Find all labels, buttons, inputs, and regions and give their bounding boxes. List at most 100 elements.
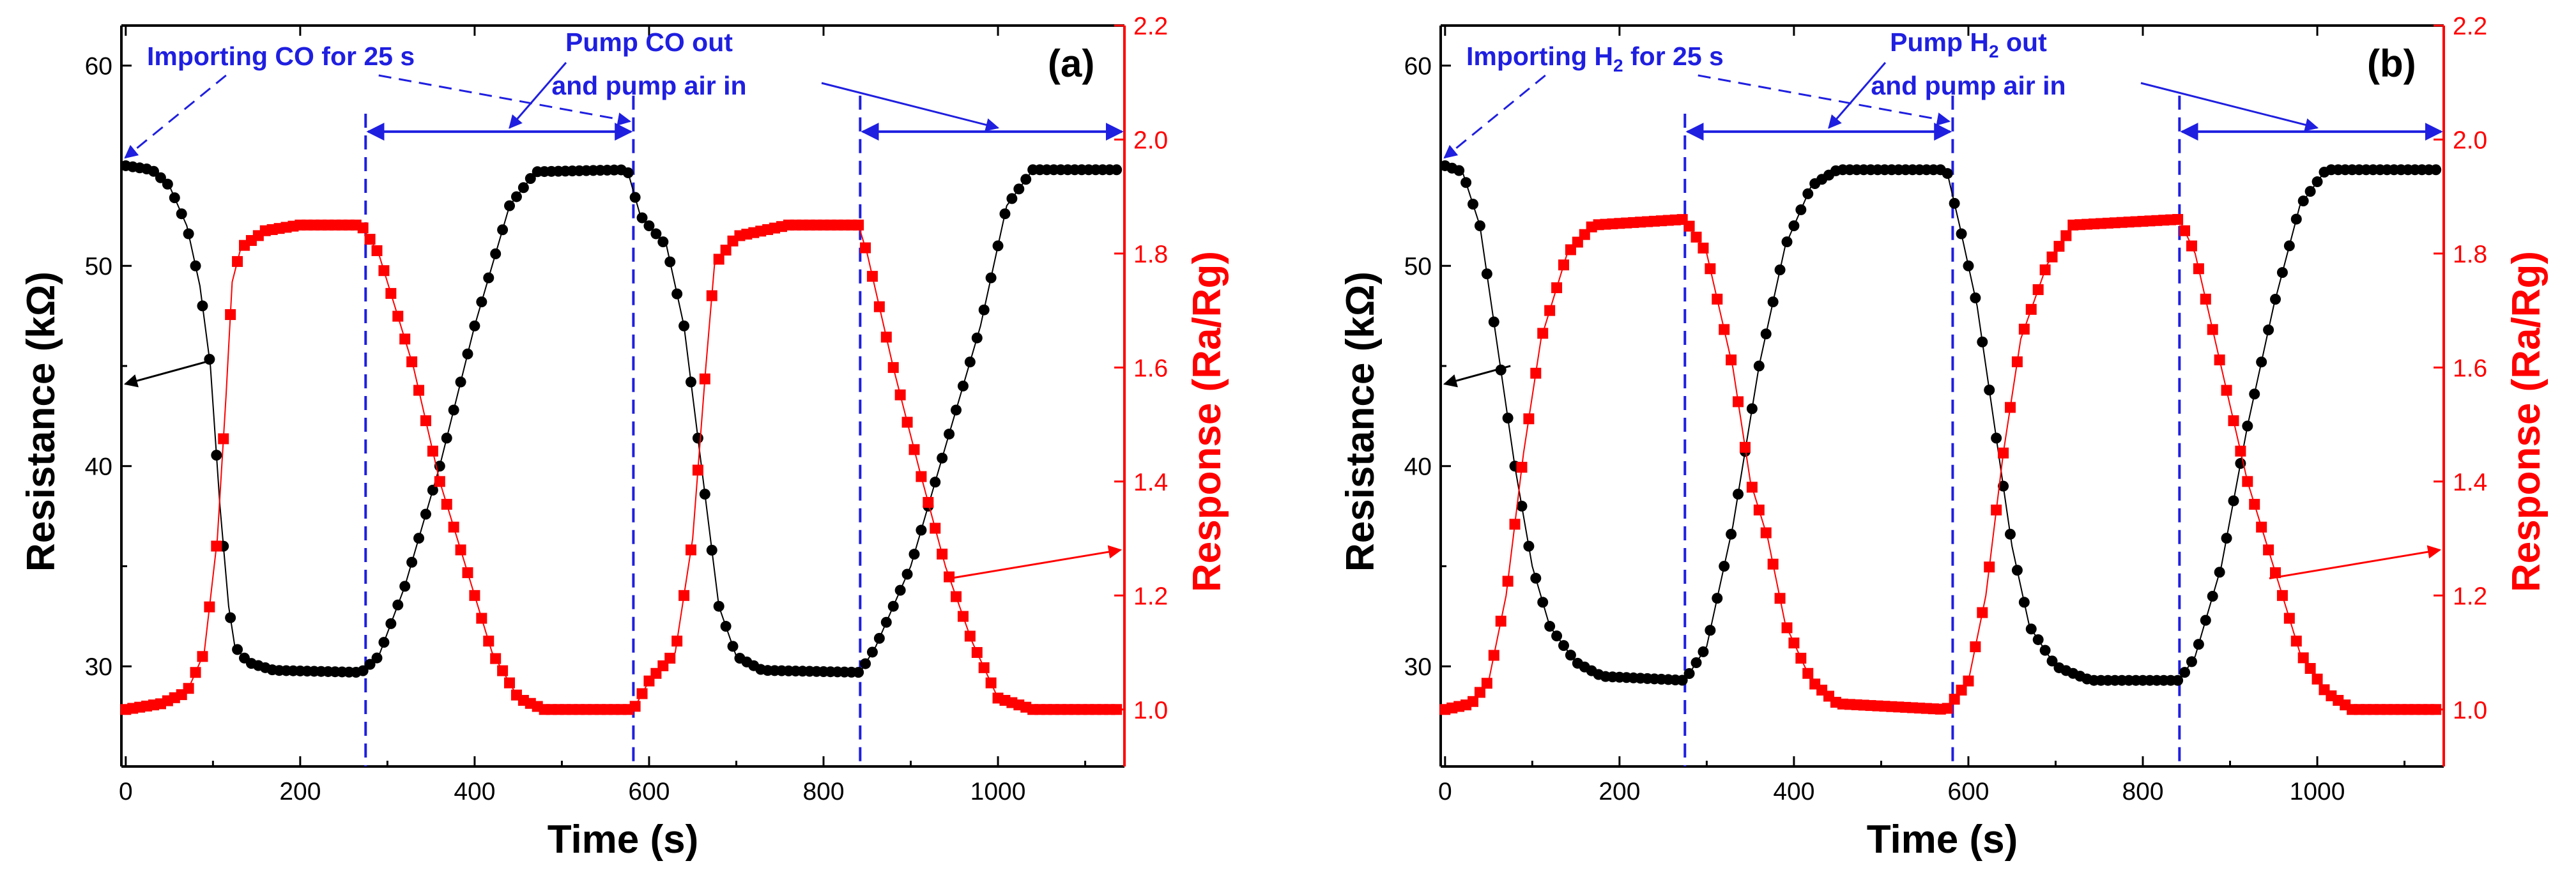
response-point [1509, 519, 1521, 530]
response-point [1949, 694, 1960, 705]
resistance-point [2430, 164, 2442, 176]
response-point [497, 665, 509, 676]
pump-pointer-arrow-1 [1828, 62, 1887, 129]
resistance-point [190, 260, 201, 271]
resistance-point [427, 484, 438, 496]
resistance-pointer-arrow [1443, 365, 1511, 388]
response-point [2011, 356, 2023, 367]
resistance-point [880, 616, 892, 628]
resistance-point [1468, 199, 1479, 210]
resistance-point [930, 476, 941, 488]
resistance-point [2004, 528, 2016, 540]
response-point [1942, 703, 1953, 714]
resistance-point [957, 380, 969, 392]
import-annotation-subscript: 2 [1613, 56, 1623, 75]
resistance-point [162, 178, 173, 190]
resistance-point [1698, 646, 1709, 657]
response-point [2297, 652, 2309, 664]
resistance-point [2256, 356, 2267, 368]
resistance-point [1781, 236, 1793, 248]
response-pointer-arrow [2269, 545, 2442, 580]
resistance-point [1726, 528, 1737, 540]
response-point [692, 464, 703, 476]
response-point [2228, 415, 2239, 427]
resistance-point [664, 256, 676, 268]
resistance-point [371, 652, 383, 664]
response-point [406, 356, 418, 367]
resistance-point [2297, 195, 2309, 207]
import-end-arrow [1698, 74, 1951, 126]
response-point [1767, 558, 1779, 570]
resistance-point [155, 172, 166, 183]
resistance-point [1984, 385, 1995, 396]
response-point [1998, 447, 2009, 459]
resistance-point [204, 354, 215, 365]
response-point [971, 647, 983, 659]
resistance-point [1676, 674, 1688, 686]
y-left-tick-label: 60 [1404, 53, 1432, 80]
response-point [629, 701, 641, 712]
response-point [371, 245, 383, 256]
pump-annotation-line1: Pump CO out [565, 27, 733, 57]
resistance-point [629, 192, 641, 203]
resistance-line [125, 165, 1121, 673]
resistance-point [1565, 650, 1576, 661]
resistance-point [1453, 165, 1465, 176]
response-point [923, 497, 934, 508]
y-right-tick-label: 2.0 [1133, 126, 1168, 154]
resistance-point [211, 450, 222, 461]
resistance-point [650, 228, 662, 240]
y-right-tick-label: 1.2 [1133, 583, 1168, 610]
x-axis-title: Time (s) [548, 818, 699, 862]
resistance-point [420, 508, 431, 520]
panel-a: 0 200 400 600 800 1000 30 40 50 60 1.0 1.2 1.4 1.6 1.8… [19, 13, 1229, 862]
response-point [455, 544, 466, 556]
resistance-point [1970, 292, 1981, 303]
response-point [1970, 641, 1981, 653]
resistance-point [504, 200, 516, 211]
response-point [364, 234, 376, 245]
response-point [1468, 696, 1479, 707]
resistance-point [1719, 560, 1730, 572]
resistance-point [2270, 293, 2281, 305]
resistance-point [1949, 197, 1960, 209]
resistance-point [169, 192, 180, 204]
pump-pointer-arrow-2 [821, 82, 1000, 132]
resistance-point [643, 220, 655, 232]
y-left-tick-label: 30 [1404, 653, 1432, 681]
response-point [985, 677, 997, 689]
resistance-point [1488, 316, 1499, 328]
response-point [713, 254, 724, 265]
resistance-point [1991, 432, 2002, 444]
resistance-point [1551, 630, 1563, 642]
response-point [1712, 293, 1723, 305]
resistance-point [894, 584, 906, 596]
y-right-axis-title: Response (Ra/Rg) [2504, 251, 2549, 592]
resistance-point [699, 489, 710, 500]
response-point [880, 332, 892, 343]
resistance-point [441, 432, 452, 444]
response-point [978, 662, 990, 673]
response-point [951, 591, 962, 602]
import-annotation: Importing H2 for 25 s [1466, 42, 1724, 75]
resistance-point [176, 208, 187, 220]
resistance-point [2011, 565, 2023, 576]
response-point [1739, 441, 1751, 453]
resistance-point [671, 288, 683, 300]
resistance-point [364, 659, 376, 670]
resistance-point [1013, 183, 1025, 195]
response-point [916, 471, 927, 482]
y-right-tick-label: 1.6 [1133, 354, 1168, 382]
response-point [2200, 293, 2211, 305]
response-point [664, 652, 676, 664]
resistance-point [964, 356, 976, 368]
resistance-point [518, 182, 529, 194]
response-point [1984, 561, 1995, 573]
response-point [218, 433, 229, 445]
resistance-point [1502, 412, 1514, 423]
response-point [2312, 673, 2323, 685]
resistance-point [2032, 634, 2044, 645]
response-point [462, 567, 473, 579]
resistance-point [1746, 403, 1758, 415]
